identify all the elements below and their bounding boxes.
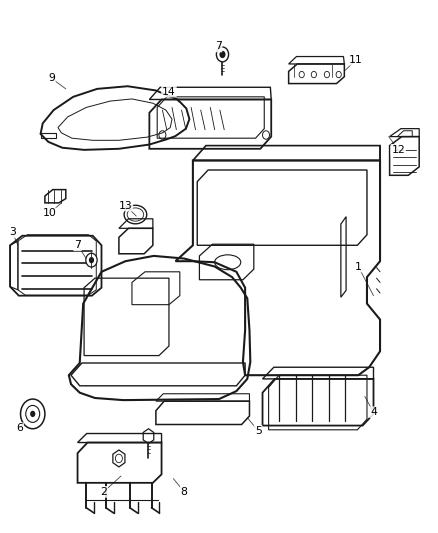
Text: 6: 6 — [16, 423, 23, 433]
Circle shape — [89, 257, 94, 263]
Text: 5: 5 — [255, 426, 261, 436]
Circle shape — [86, 253, 97, 267]
Text: 14: 14 — [162, 86, 176, 96]
Circle shape — [216, 47, 229, 62]
Text: 8: 8 — [181, 487, 187, 497]
Circle shape — [26, 406, 40, 422]
Text: 9: 9 — [48, 73, 55, 83]
Text: 3: 3 — [9, 227, 16, 237]
Text: 11: 11 — [349, 55, 363, 64]
Circle shape — [219, 51, 226, 58]
Text: 13: 13 — [119, 200, 132, 211]
Text: 1: 1 — [355, 262, 362, 271]
Text: 2: 2 — [100, 487, 107, 497]
Text: 10: 10 — [42, 208, 56, 219]
Circle shape — [21, 399, 45, 429]
Text: 4: 4 — [370, 407, 377, 417]
Circle shape — [30, 411, 35, 417]
Text: 7: 7 — [215, 42, 222, 52]
Text: 7: 7 — [74, 240, 81, 251]
Text: 12: 12 — [392, 145, 405, 155]
